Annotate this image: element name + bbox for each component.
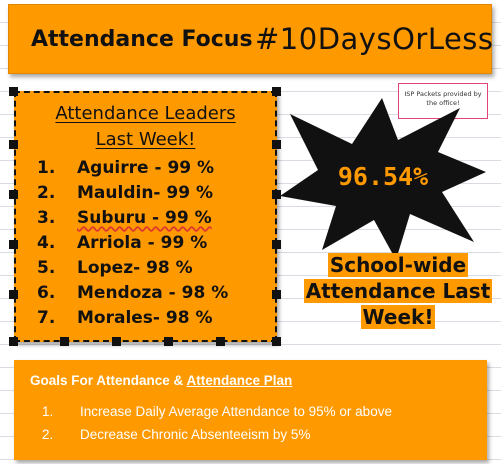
resize-handle-w[interactable]: [9, 190, 18, 199]
resize-handle-w[interactable]: [9, 240, 18, 249]
attendance-plan-link[interactable]: Attendance Plan: [186, 373, 293, 388]
schoolwide-caption-line2: Attendance Last: [303, 279, 493, 303]
attendance-percent: 96.54%: [337, 162, 429, 191]
list-item-name: Lopez- 98 %: [77, 258, 193, 278]
list-item-name: Morales- 98 %: [77, 308, 213, 328]
leaders-title-line1: Attendance Leaders: [55, 103, 236, 124]
starburst-icon: [280, 98, 486, 260]
sticky-note-text: ISP Packets provided by the office!: [404, 90, 482, 107]
list-item-number: 4.: [37, 233, 56, 253]
resize-handle-e[interactable]: [272, 290, 281, 299]
schoolwide-caption: School-wide Attendance Last Week!: [296, 252, 500, 330]
goal-text: Increase Daily Average Attendance to 95%…: [80, 404, 392, 419]
goal-number: 2.: [42, 427, 54, 442]
list-item-name: Arriola - 99 %: [77, 233, 208, 253]
resize-handle-w[interactable]: [9, 290, 18, 299]
goals-box[interactable]: Goals For Attendance & Attendance Plan 1…: [14, 360, 487, 460]
resize-handle-s[interactable]: [60, 337, 69, 346]
schoolwide-caption-line3: Week!: [360, 305, 436, 329]
title-banner[interactable]: Attendance Focus #10DaysOrLess: [8, 4, 494, 74]
hashtag-text: #10DaysOrLess: [255, 22, 494, 56]
starburst-shape[interactable]: 96.54%: [278, 92, 488, 262]
sticky-note[interactable]: ISP Packets provided by the office!: [398, 83, 488, 119]
resize-handle-nw[interactable]: [9, 87, 18, 96]
goals-title: Goals For Attendance & Attendance Plan: [30, 373, 292, 388]
resize-handle-s[interactable]: [112, 337, 121, 346]
leaders-title-line2: Last Week!: [95, 129, 196, 150]
goal-number: 1.: [42, 404, 54, 419]
list-item-name: Suburu - 99 %: [77, 208, 212, 228]
list-item-number: 6.: [37, 283, 56, 303]
resize-handle-se[interactable]: [272, 337, 281, 346]
resize-handle-w[interactable]: [9, 140, 18, 149]
list-item-name: Mendoza - 98 %: [77, 283, 229, 303]
schoolwide-caption-line1: School-wide: [327, 253, 469, 277]
list-item-number: 3.: [37, 208, 56, 228]
attendance-leaders-box[interactable]: Attendance Leaders Last Week! 1. Aguirre…: [14, 91, 277, 342]
goals-title-prefix: Goals For Attendance &: [30, 373, 187, 388]
resize-handle-sw[interactable]: [9, 337, 18, 346]
list-item-name: Mauldin- 99 %: [77, 183, 213, 203]
list-item-name: Aguirre - 99 %: [77, 158, 215, 178]
page-title: Attendance Focus: [31, 27, 253, 52]
resize-handle-ne[interactable]: [272, 87, 281, 96]
resize-handle-s[interactable]: [164, 337, 173, 346]
resize-handle-e[interactable]: [272, 190, 281, 199]
goal-text: Decrease Chronic Absenteeism by 5%: [80, 427, 311, 442]
list-item-number: 2.: [37, 183, 56, 203]
list-item-number: 1.: [37, 158, 56, 178]
resize-handle-e[interactable]: [272, 240, 281, 249]
resize-handle-e[interactable]: [272, 140, 281, 149]
list-item-number: 7.: [37, 308, 56, 328]
resize-handle-s[interactable]: [216, 337, 225, 346]
list-item-number: 5.: [37, 258, 56, 278]
